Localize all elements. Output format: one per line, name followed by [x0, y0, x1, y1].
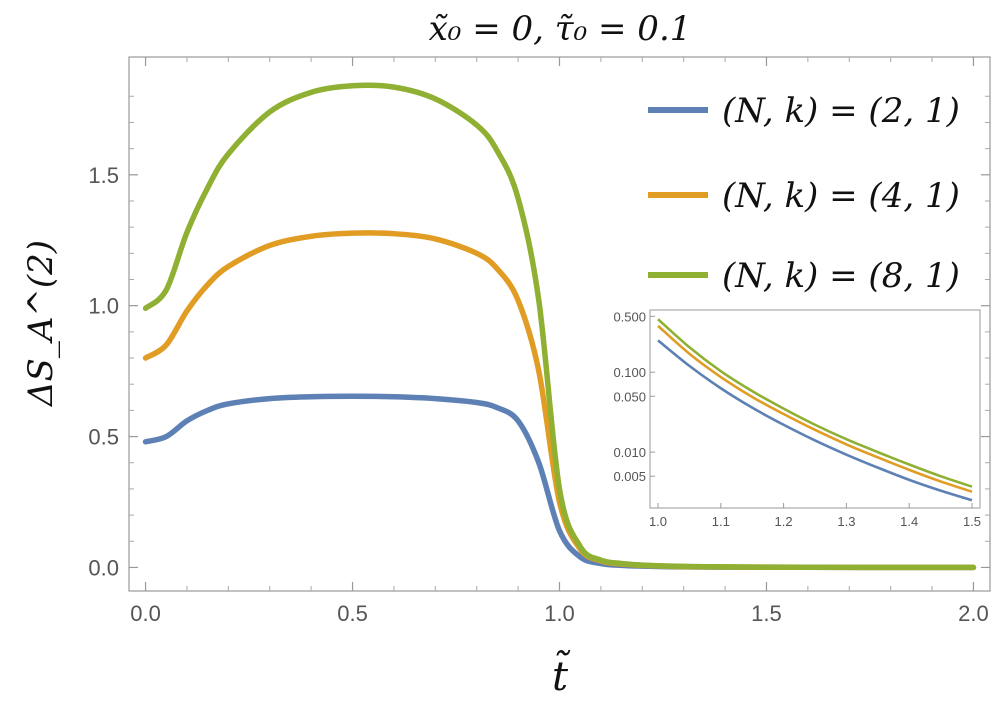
inset-series-line-1: [657, 339, 973, 502]
y-tick-label: 1.5: [88, 163, 119, 188]
y-tick-label: 0.5: [88, 425, 119, 450]
x-tick-label: 0.0: [130, 601, 161, 626]
inset-y-tick-label: 0.500: [613, 309, 646, 324]
inset-axes: 1.0 1.1 1.2 1.3 1.4 1.5 0.500 0.100 0.050 0.010 0.…: [613, 309, 981, 529]
chart-title: x̃₀ = 0, τ̃₀ = 0.1: [429, 9, 692, 49]
inset-series-line-2: [657, 324, 973, 493]
inset-x-tick-label: 1.0: [649, 514, 667, 529]
x-tick-label: 1.0: [544, 601, 575, 626]
main-axes: 0.0 0.5 1.0 1.5 2.0 0.0 0.5 1.0 1.5: [88, 57, 990, 626]
x-tick-label: 2.0: [958, 601, 989, 626]
inset-y-tick-label: 0.100: [613, 365, 646, 380]
inset-x-tick-label: 1.1: [712, 514, 730, 529]
main-series-group: [142, 82, 977, 571]
inset-y-tick-label: 0.050: [613, 389, 646, 404]
inset-y-tick-label: 0.010: [613, 445, 646, 460]
y-axis-label: ΔS_A^(2): [21, 240, 61, 408]
inset-x-tick-label: 1.2: [775, 514, 793, 529]
legend-label-3: (N, k) = (8, 1): [722, 256, 960, 296]
inset-x-tick-label: 1.5: [963, 514, 981, 529]
inset-x-tick-label: 1.4: [900, 514, 918, 529]
legend-label-2: (N, k) = (4, 1): [722, 176, 960, 216]
inset-x-tick-label: 1.3: [837, 514, 855, 529]
y-tick-label: 0.0: [88, 555, 119, 580]
inset-series-group: [657, 318, 973, 502]
inset-y-tick-label: 0.005: [613, 469, 646, 484]
legend: (N, k) = (2, 1) (N, k) = (4, 1) (N, k) = (…: [648, 91, 960, 296]
x-tick-label: 1.5: [751, 601, 782, 626]
x-tick-label: 0.5: [337, 601, 368, 626]
y-tick-label: 1.0: [88, 294, 119, 319]
legend-label-1: (N, k) = (2, 1): [722, 91, 960, 131]
inset-series-line-3: [657, 318, 973, 488]
series-line-3: [142, 82, 977, 571]
x-axis-label: t̃: [552, 650, 570, 700]
